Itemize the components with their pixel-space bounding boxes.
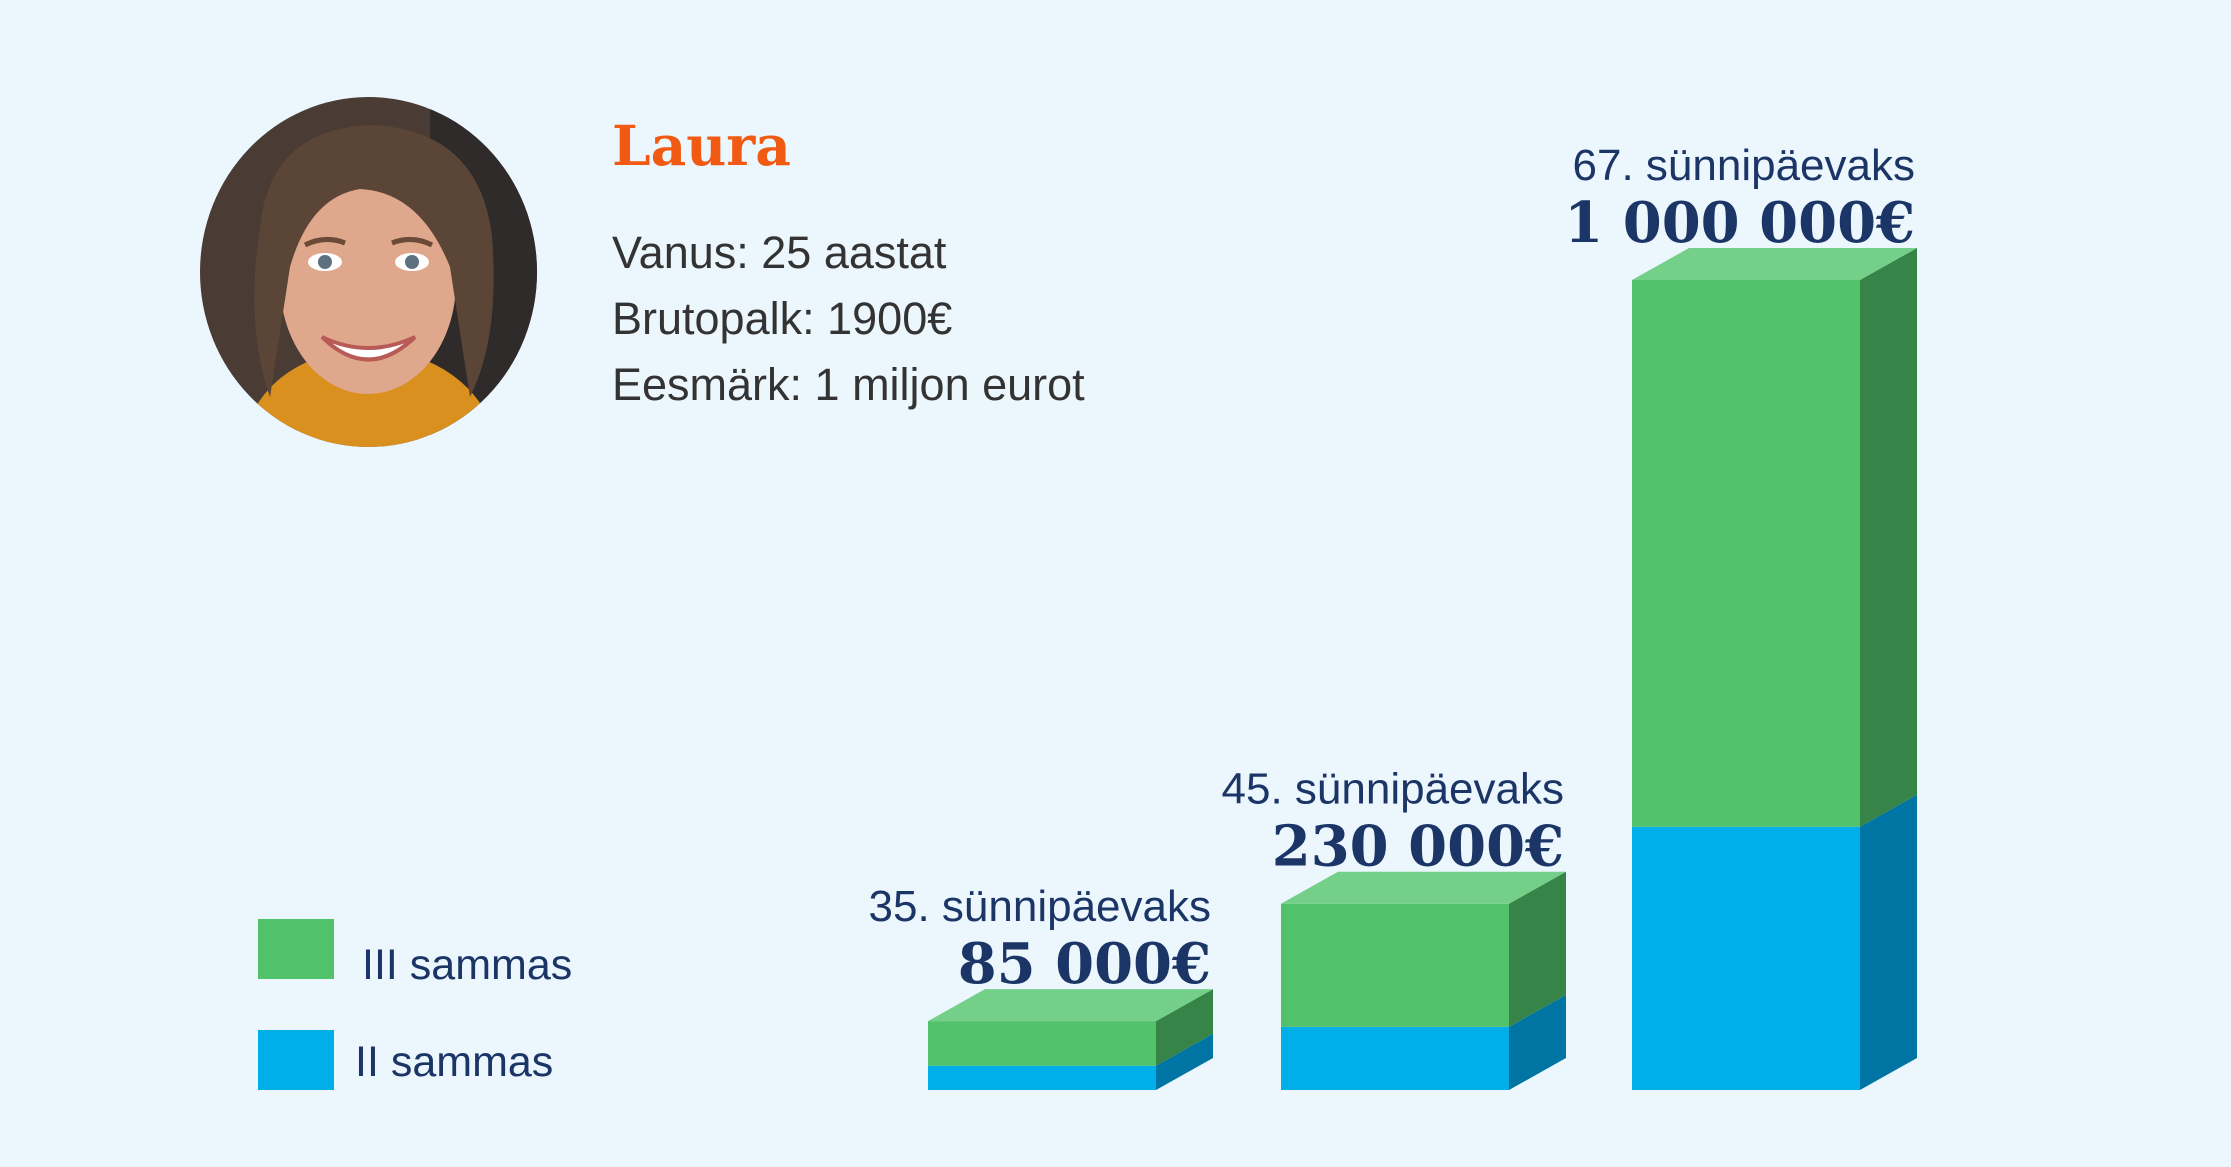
- bar-ii-sammas-front: [1632, 826, 1860, 1090]
- bar-ii-sammas-side: [1509, 994, 1566, 1090]
- total-value-label: 1 000 000€: [1564, 190, 1915, 256]
- bar-top-face: [928, 989, 1213, 1022]
- bar-top-face: [1281, 871, 1566, 904]
- bar-ii-sammas-side: [1156, 1033, 1213, 1090]
- bar-ii-sammas-side: [1860, 794, 1917, 1090]
- category-label: 35. sünnipäevaks: [869, 882, 1211, 931]
- legend-swatch-ii-sammas: [258, 1030, 334, 1090]
- category-label: 67. sünnipäevaks: [1573, 141, 1915, 190]
- bar-iii-sammas-side: [1156, 989, 1213, 1066]
- total-value-label: 230 000€: [1272, 814, 1564, 880]
- salary-info: Brutopalk: 1900€: [612, 293, 953, 344]
- person-name: Laura: [612, 113, 791, 178]
- bar-top-face: [1632, 248, 1917, 280]
- bar-iii-sammas-front: [1281, 903, 1509, 1027]
- legend-label-ii-sammas: II sammas: [355, 1038, 554, 1086]
- total-value-label: 85 000€: [958, 931, 1211, 997]
- bar-ii-sammas-front: [928, 1065, 1156, 1090]
- bar-ii-sammas-front: [1281, 1026, 1509, 1090]
- legend-swatch-iii-sammas: [258, 919, 334, 979]
- legend-label-iii-sammas: III sammas: [362, 941, 573, 989]
- age-info: Vanus: 25 aastat: [612, 227, 947, 278]
- category-label: 45. sünnipäevaks: [1222, 765, 1564, 814]
- bar-iii-sammas-side: [1509, 871, 1566, 1027]
- bar-iii-sammas-side: [1860, 248, 1917, 827]
- bar-iii-sammas-front: [1632, 280, 1860, 827]
- goal-info: Eesmärk: 1 miljon eurot: [612, 359, 1085, 410]
- bar-iii-sammas-front: [928, 1021, 1156, 1066]
